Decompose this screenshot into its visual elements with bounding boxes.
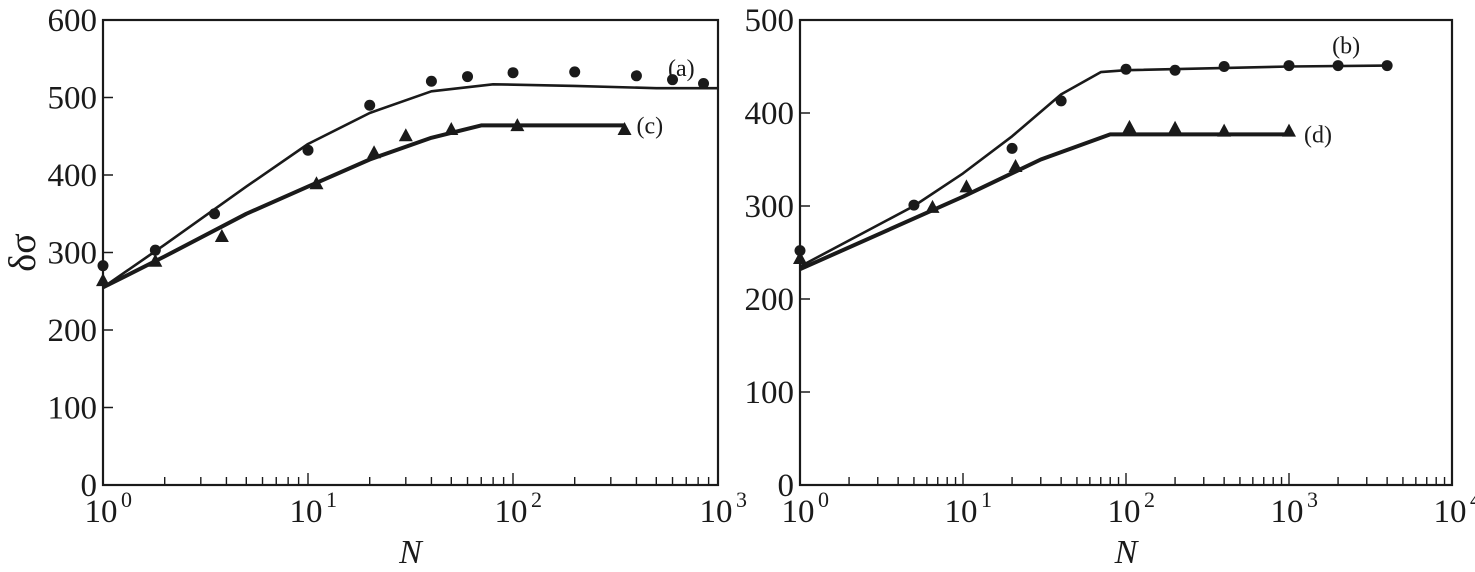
x-tick-exponent: 1: [981, 487, 992, 512]
chart-panel-1: 0100200300400500100101102103104N(b)(d): [745, 3, 1475, 571]
data-point-circle: [630, 70, 642, 82]
x-tick-label: 10: [290, 494, 323, 530]
series-label: (c): [637, 113, 664, 139]
y-tick-label: 100: [745, 375, 795, 411]
data-point-circle: [908, 199, 920, 211]
data-point-circle: [1332, 60, 1344, 72]
data-point-circle: [1055, 95, 1067, 107]
data-point-circle: [1120, 63, 1132, 75]
fit-line: [102, 123, 625, 290]
data-point-triangle: [214, 229, 229, 242]
series-1: (d): [793, 119, 1332, 272]
data-point-circle: [1381, 60, 1393, 72]
x-tick-label: 10: [1108, 494, 1141, 530]
data-point-circle: [302, 144, 314, 156]
data-point-triangle: [96, 273, 110, 287]
y-tick-label: 300: [48, 236, 98, 272]
x-tick-exponent: 2: [531, 487, 542, 512]
data-point-triangle: [1168, 120, 1183, 134]
series-1: (c): [96, 113, 664, 290]
data-point-circle: [698, 78, 710, 90]
data-point-triangle: [959, 179, 974, 193]
x-axis-label: N: [398, 534, 424, 571]
y-tick-label: 0: [778, 468, 795, 504]
plot-frame: [798, 18, 1454, 487]
fit-line: [799, 132, 1289, 272]
data-point-triangle: [617, 122, 632, 136]
y-tick-label: 500: [48, 81, 98, 117]
y-axis-label: δσ: [2, 233, 44, 271]
data-point-triangle: [444, 122, 459, 136]
data-point-circle: [1006, 142, 1018, 154]
x-tick-exponent: 2: [1144, 487, 1155, 512]
x-tick-exponent: 4: [1470, 487, 1475, 512]
x-tick-label: 10: [945, 494, 978, 530]
data-point-triangle: [1217, 123, 1232, 137]
y-tick-label: 600: [48, 3, 98, 39]
data-point-circle: [1218, 61, 1230, 72]
data-point-circle: [1283, 60, 1295, 72]
data-point-circle: [462, 71, 474, 83]
data-point-circle: [364, 99, 376, 111]
y-tick-label: 400: [745, 96, 795, 132]
x-tick-label: 10: [85, 494, 118, 530]
x-tick-label: 10: [700, 494, 733, 530]
plot-frame: [101, 18, 720, 487]
y-tick-label: 400: [48, 158, 98, 194]
data-point-circle: [1169, 64, 1181, 76]
data-point-triangle: [793, 251, 807, 265]
y-tick-label: 0: [81, 468, 98, 504]
fit-line: [799, 64, 1388, 268]
y-tick-label: 300: [745, 189, 795, 225]
y-tick-label: 100: [48, 391, 98, 427]
series-label: (d): [1304, 122, 1332, 148]
data-point-triangle: [510, 118, 525, 132]
x-tick-exponent: 1: [326, 487, 337, 512]
data-point-triangle: [925, 199, 940, 213]
data-point-triangle: [309, 176, 324, 190]
data-point-circle: [209, 208, 221, 220]
x-tick-exponent: 0: [818, 487, 829, 512]
data-point-circle: [97, 260, 109, 272]
fit-line: [102, 83, 718, 289]
data-point-triangle: [367, 145, 382, 159]
data-point-triangle: [148, 253, 163, 267]
y-tick-label: 200: [745, 282, 795, 318]
y-tick-label: 500: [745, 3, 795, 39]
series-label: (b): [1332, 34, 1360, 60]
data-point-circle: [507, 67, 519, 79]
data-point-triangle: [1122, 119, 1137, 133]
data-point-triangle: [1008, 158, 1023, 172]
x-tick-exponent: 3: [1307, 487, 1318, 512]
x-tick-exponent: 3: [736, 487, 747, 512]
x-tick-label: 10: [1271, 494, 1304, 530]
data-point-circle: [149, 244, 161, 256]
data-point-circle: [667, 74, 679, 86]
series-0: (b): [794, 34, 1393, 268]
data-point-circle: [794, 245, 806, 257]
data-point-triangle: [398, 128, 413, 142]
data-point-circle: [425, 75, 437, 87]
data-point-triangle: [1282, 123, 1296, 137]
x-tick-exponent: 0: [121, 487, 132, 512]
data-point-circle: [569, 66, 581, 78]
x-tick-label: 10: [495, 494, 528, 530]
series-0: (a): [97, 56, 718, 289]
x-axis-label: N: [1114, 534, 1140, 571]
x-tick-label: 10: [782, 494, 815, 530]
x-tick-label: 10: [1434, 494, 1467, 530]
series-label: (a): [668, 56, 695, 82]
y-tick-label: 200: [48, 313, 98, 349]
